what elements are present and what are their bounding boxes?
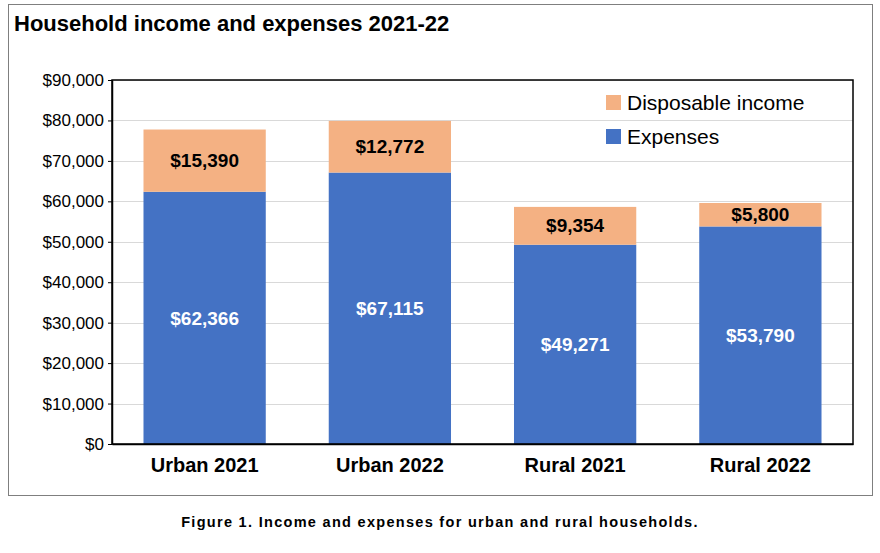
bar bbox=[329, 121, 451, 173]
y-tick: $40,000 bbox=[43, 273, 112, 292]
data-label: $49,271 bbox=[541, 334, 610, 355]
x-tick: Rural 2021 bbox=[525, 444, 626, 476]
legend-item: Expenses bbox=[606, 125, 719, 148]
legend-label: Disposable income bbox=[627, 91, 804, 114]
y-tick-mark bbox=[108, 80, 112, 81]
bar bbox=[514, 245, 636, 444]
x-axis-line bbox=[113, 444, 854, 446]
data-label: $15,390 bbox=[170, 150, 239, 171]
y-tick-label: $0 bbox=[85, 435, 104, 454]
legend-swatch bbox=[606, 95, 621, 110]
data-label: $5,800 bbox=[731, 204, 789, 225]
x-tick-label: Urban 2022 bbox=[336, 454, 444, 476]
data-label: $53,790 bbox=[726, 325, 795, 346]
grid-line bbox=[112, 120, 853, 121]
legend: Disposable income Expenses bbox=[606, 91, 804, 148]
y-tick: $0 bbox=[85, 435, 112, 454]
y-tick-mark bbox=[108, 404, 112, 405]
legend-item: Disposable income bbox=[606, 91, 804, 114]
y-tick-label: $40,000 bbox=[43, 273, 104, 292]
x-tick: Urban 2022 bbox=[336, 444, 444, 476]
grid bbox=[112, 81, 853, 445]
bar bbox=[514, 207, 636, 245]
data-label: $62,366 bbox=[170, 308, 239, 329]
x-tick: Urban 2021 bbox=[151, 444, 259, 476]
y-tick-mark bbox=[108, 161, 112, 162]
y-tick: $30,000 bbox=[43, 314, 112, 333]
chart: Household income and expenses 2021-22 Fig… bbox=[0, 0, 880, 553]
title: Household income and expenses 2021-22 bbox=[14, 11, 449, 36]
data-label: $67,115 bbox=[356, 298, 424, 319]
x-tick-label: Rural 2022 bbox=[710, 454, 811, 476]
y-tick: $80,000 bbox=[43, 111, 112, 130]
y-tick: $90,000 bbox=[43, 71, 112, 90]
y-tick-mark bbox=[108, 242, 112, 243]
y-tick-label: $90,000 bbox=[43, 71, 104, 90]
x-tick-label: Urban 2021 bbox=[151, 454, 259, 476]
y-tick: $10,000 bbox=[43, 394, 112, 413]
y-tick-label: $20,000 bbox=[43, 354, 104, 373]
y-axis: $0 $10,000 $20,000 $30,000 $40,000 $50,000 $60… bbox=[43, 71, 113, 454]
bars bbox=[143, 121, 821, 444]
x-tick-label: Rural 2021 bbox=[525, 454, 626, 476]
plot-frame bbox=[112, 80, 853, 444]
y-tick-mark bbox=[108, 444, 112, 445]
caption: Figure 1. Income and expenses for urban … bbox=[181, 514, 699, 530]
y-tick-mark bbox=[108, 282, 112, 283]
legend-label: Expenses bbox=[627, 125, 719, 148]
y-tick-mark bbox=[108, 201, 112, 202]
bar bbox=[143, 192, 265, 444]
x-axis: Urban 2021 Urban 2022 Rural 2021 Rural 2022 bbox=[113, 444, 854, 476]
y-tick-mark bbox=[108, 363, 112, 364]
grid-line bbox=[112, 444, 853, 445]
bar bbox=[329, 173, 451, 444]
y-tick: $70,000 bbox=[43, 152, 112, 171]
y-tick-mark bbox=[108, 120, 112, 121]
x-tick: Rural 2022 bbox=[710, 444, 811, 476]
y-tick-label: $30,000 bbox=[43, 314, 104, 333]
y-tick-label: $70,000 bbox=[43, 152, 104, 171]
data-label: $12,772 bbox=[356, 136, 425, 157]
y-tick: $20,000 bbox=[43, 354, 112, 373]
chart-border bbox=[9, 5, 873, 496]
data-labels: $62,366 $67,115 $49,271 $53,790 $15,390 $12,7… bbox=[170, 136, 794, 355]
y-tick-mark bbox=[108, 323, 112, 324]
plot: $62,366 $67,115 $49,271 $53,790 $15,390 $12,7… bbox=[43, 71, 854, 476]
y-tick-label: $60,000 bbox=[43, 192, 104, 211]
y-tick-label: $10,000 bbox=[43, 394, 104, 413]
legend-swatch bbox=[606, 129, 621, 144]
y-tick-label: $50,000 bbox=[43, 233, 104, 252]
y-tick: $50,000 bbox=[43, 233, 112, 252]
bar bbox=[143, 130, 265, 192]
data-label: $9,354 bbox=[546, 215, 605, 236]
series bbox=[143, 121, 821, 245]
bar bbox=[699, 226, 821, 444]
bar bbox=[699, 203, 821, 226]
series bbox=[143, 173, 821, 444]
y-axis-line bbox=[112, 81, 114, 445]
y-tick-label: $80,000 bbox=[43, 111, 104, 130]
y-tick: $60,000 bbox=[43, 192, 112, 211]
